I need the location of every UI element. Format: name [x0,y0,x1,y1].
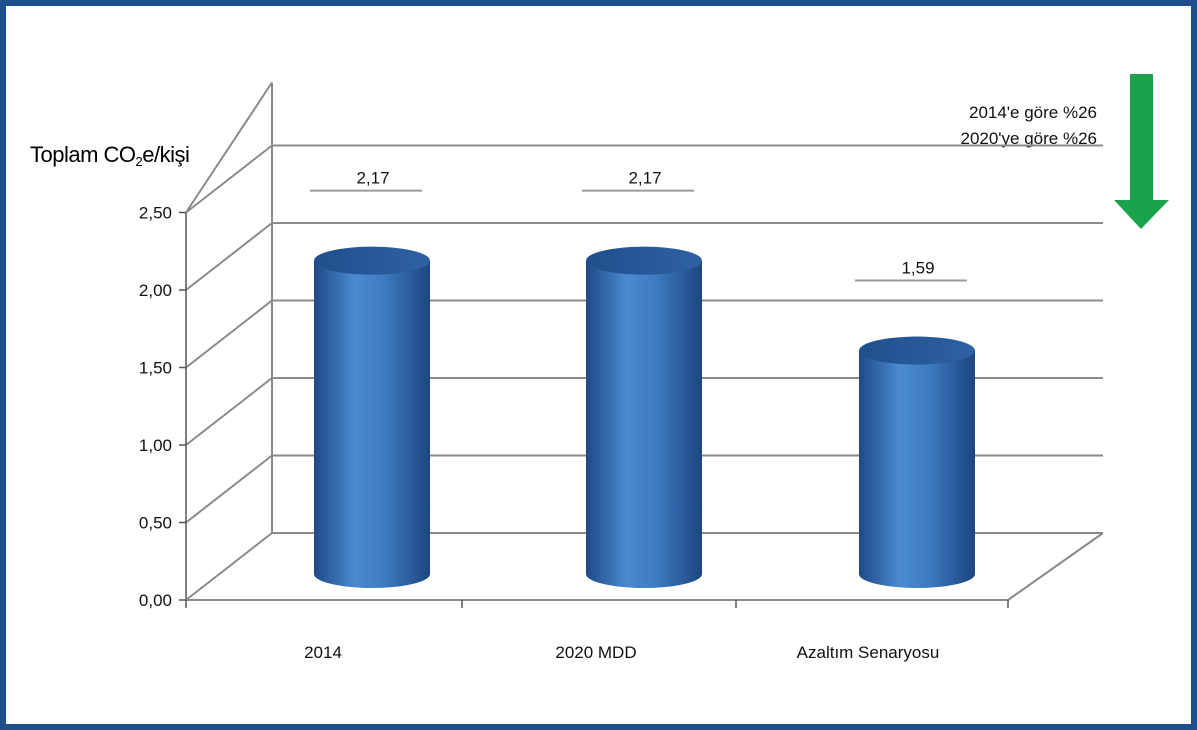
floor-right-edge [1007,532,1104,601]
bar-0 [314,260,430,588]
annotation-line-1: 2014'e göre %26 [968,103,1097,122]
y-tick-label: 2,50 [139,204,172,223]
y-tick-label: 0,50 [139,514,172,533]
data-label-2: 1,59 [901,259,934,278]
y-tick-label: 2,00 [139,281,172,300]
y-tick-label: 1,00 [139,436,172,455]
x-category-label: 2014 [304,643,342,662]
gridline-diagonal [185,222,273,291]
bar-top-2 [859,336,975,365]
gridline-diagonal [185,377,273,446]
down-arrow-icon [1114,74,1169,229]
gridline-diagonal [185,144,273,214]
y-axis-title: Toplam CO2e/kişi [30,142,190,169]
y-tick-label: 1,50 [139,359,172,378]
x-category-label: 2020 MDD [555,643,636,662]
bar-top-0 [314,246,430,275]
gridline-diagonal [185,299,273,369]
data-label-1: 2,17 [628,169,661,188]
bar-1 [586,260,702,588]
bar-2 [859,350,975,588]
reduction-annotation: 2014'e göre %26 2020'ye göre %26 [960,100,1097,152]
data-label-0: 2,17 [356,169,389,188]
gridline-diagonal [185,532,273,601]
top-diagonal [185,81,273,214]
annotation-line-2: 2020'ye göre %26 [960,129,1097,148]
y-tick-label: 0,00 [139,591,172,610]
gridline-diagonal [185,454,273,524]
x-category-label: Azaltım Senaryosu [797,643,940,662]
bar-top-1 [586,246,702,275]
